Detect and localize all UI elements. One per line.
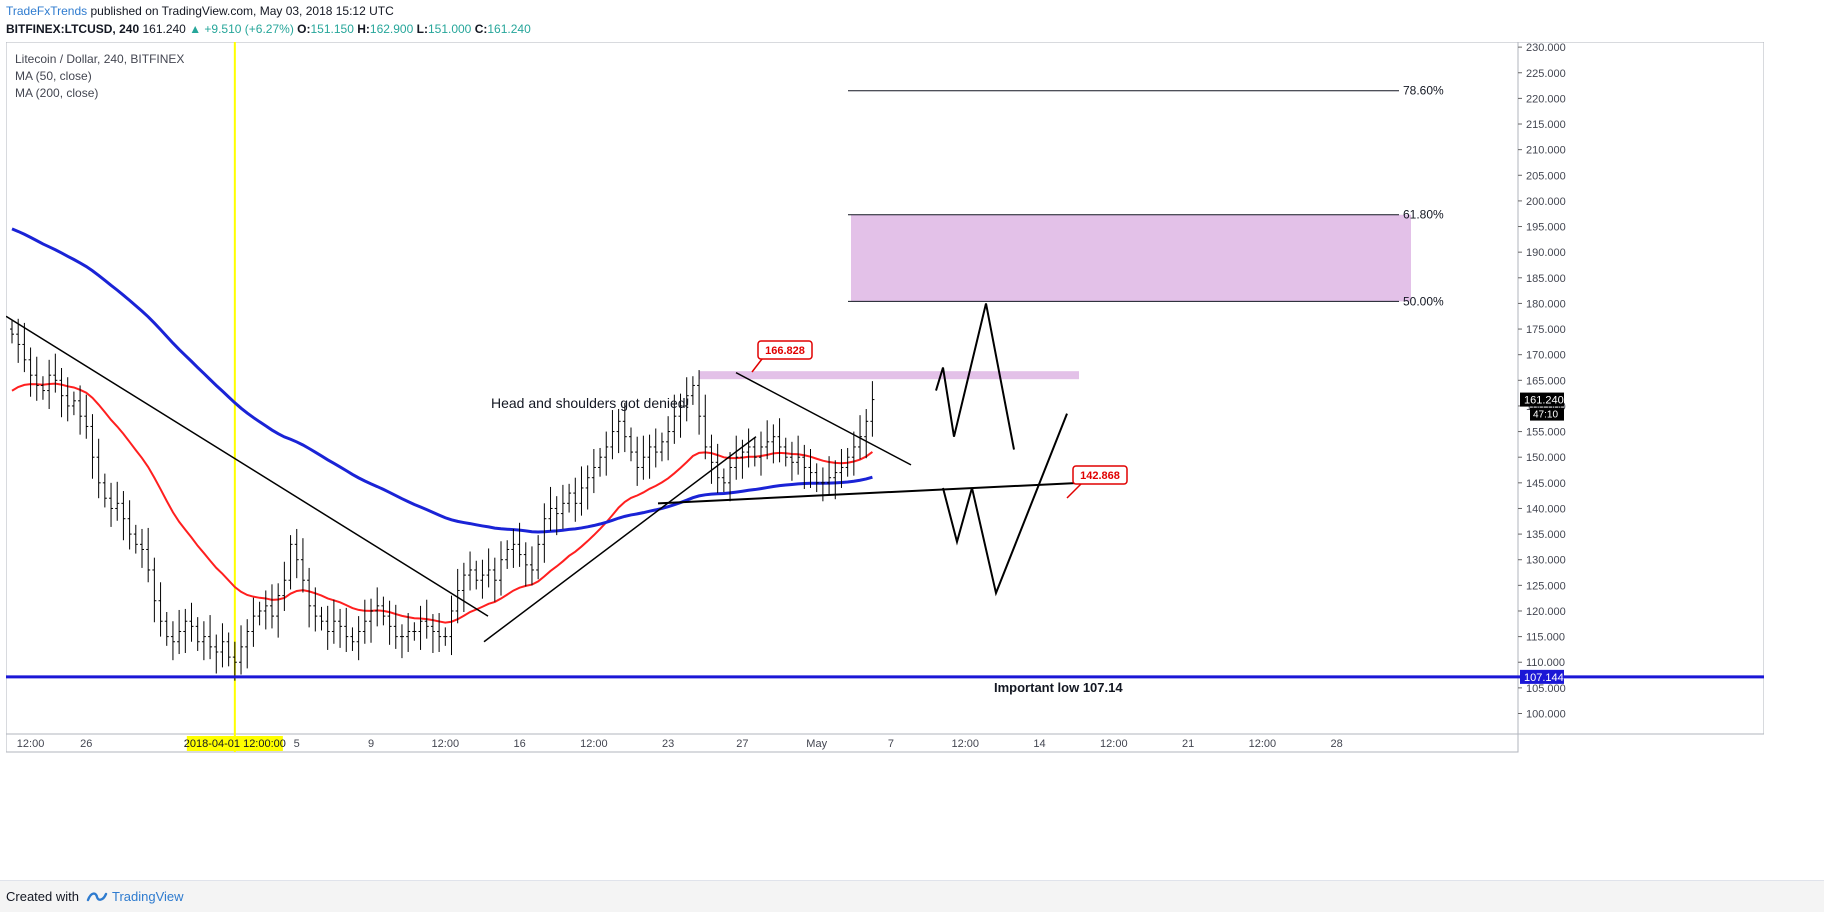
symbol-info: BITFINEX:LTCUSD, 240 161.240 ▲ +9.510 (+… — [6, 22, 531, 36]
triangle-resistance-line — [735, 371, 912, 466]
y-tick-label: 195.000 — [1526, 222, 1566, 234]
fib-level-label: 50.00% — [1403, 294, 1444, 308]
y-tick-label: 155.000 — [1526, 427, 1566, 439]
price-axis-frame — [1517, 42, 1764, 735]
support-price-marker — [1520, 669, 1564, 684]
plot-frame — [6, 42, 1519, 735]
x-tick-label: 12:00 — [17, 738, 45, 750]
publish-info: TradeFxTrends published on TradingView.c… — [6, 4, 394, 18]
tradingview-logo-icon[interactable] — [86, 890, 108, 904]
y-tick-label: 175.000 — [1526, 324, 1566, 336]
open-label: O: — [297, 22, 311, 36]
close-value: 161.240 — [487, 22, 531, 36]
fib-level-label: 61.80% — [1403, 208, 1444, 222]
time-axis-frame — [6, 733, 1519, 753]
x-tick-label: 12:00 — [432, 738, 460, 750]
y-tick-label: 200.000 — [1526, 196, 1566, 208]
y-tick-label: 105.000 — [1526, 683, 1566, 695]
neckline-support-line — [657, 481, 1081, 505]
open-value: 151.150 — [310, 22, 354, 36]
x-tick-label: 14 — [1033, 738, 1045, 750]
x-tick-label: 28 — [1331, 738, 1343, 750]
head-shoulders-annotation: Head and shoulders got denied! — [491, 395, 689, 411]
x-tick-label: 16 — [513, 738, 525, 750]
y-tick-label: 215.000 — [1526, 119, 1566, 131]
bullish-projection-path — [935, 303, 1015, 450]
high-callout-box — [757, 340, 813, 360]
current-price-marker — [1520, 392, 1564, 407]
chart-svg[interactable]: 230.000 225.000 220.000 215.000 210.000 205.0… — [6, 42, 1764, 878]
legend-ma50: MA (50, close) — [15, 69, 92, 83]
close-label: C: — [474, 22, 488, 36]
current-price-text: 161.240 — [1524, 395, 1564, 407]
y-tick-label: 100.000 — [1526, 708, 1566, 720]
x-tick-label: 12:00 — [580, 738, 608, 750]
publish-text: published on TradingView.com, May 03, 20… — [90, 4, 394, 18]
uptrend-line — [483, 436, 757, 643]
legend-ma200: MA (200, close) — [15, 86, 99, 100]
fib-level-label: 78.60% — [1403, 84, 1444, 98]
high-value: 162.900 — [369, 22, 414, 36]
x-tick-label: 23 — [662, 738, 674, 750]
y-tick-label: 225.000 — [1526, 68, 1566, 80]
footer: Created with TradingView — [0, 880, 1824, 912]
high-label: H: — [357, 22, 370, 36]
y-tick-label: 120.000 — [1526, 606, 1566, 618]
y-tick-label: 210.000 — [1526, 145, 1566, 157]
countdown-marker — [1530, 407, 1564, 421]
y-tick-label: 190.000 — [1526, 247, 1566, 259]
low-callout-text: 142.868 — [1080, 470, 1120, 482]
low-value: 151.000 — [427, 22, 472, 36]
x-tick-label: 27 — [736, 738, 748, 750]
y-tick-label: 110.000 — [1526, 657, 1565, 669]
x-tick-label: 9 — [368, 738, 374, 750]
y-tick-label: 150.000 — [1526, 452, 1566, 464]
last-price: 161.240 — [142, 22, 186, 36]
important-low-annotation: Important low 107.14 — [994, 680, 1123, 695]
support-price-text: 107.144 — [1524, 672, 1564, 684]
countdown-text: 47:10 — [1533, 410, 1558, 421]
target-zone — [851, 214, 1411, 302]
y-tick-label: 180.000 — [1526, 298, 1566, 310]
y-tick-label: 185.000 — [1526, 273, 1566, 285]
low-label: L: — [416, 22, 428, 36]
author-link[interactable]: TradeFxTrends — [6, 4, 88, 18]
price-change: ▲ +9.510 (+6.27%) — [189, 22, 294, 36]
symbol-name: BITFINEX:LTCUSD, 240 — [6, 22, 140, 36]
y-tick-label: 115.000 — [1526, 632, 1565, 644]
footer-created-text: Created with — [6, 889, 79, 904]
bearish-projection-path — [942, 413, 1068, 597]
legend-title: Litecoin / Dollar, 240, BITFINEX — [15, 52, 185, 66]
x-tick-label: May — [806, 738, 827, 750]
x-tick-label: 26 — [80, 738, 92, 750]
ma50-line — [11, 382, 874, 624]
date-highlight-box — [186, 736, 283, 751]
high-callout-pointer — [751, 358, 763, 373]
x-tick-label: 21 — [1182, 738, 1194, 750]
y-tick-label: 205.000 — [1526, 170, 1566, 182]
y-tick-label: 220.000 — [1526, 93, 1566, 105]
downtrend-line — [6, 315, 489, 617]
ma200-line — [11, 227, 873, 534]
x-tick-label: 12:00 — [1100, 738, 1128, 750]
footer-brand-link[interactable]: TradingView — [112, 889, 184, 904]
x-tick-label: 5 — [294, 738, 300, 750]
y-tick-label: 125.000 — [1526, 580, 1566, 592]
x-tick-label: 7 — [888, 738, 894, 750]
x-tick-label: 12:00 — [951, 738, 979, 750]
y-tick-label: 230.000 — [1526, 42, 1566, 54]
low-callout-pointer — [1066, 483, 1082, 499]
y-tick-label: 135.000 — [1526, 529, 1566, 541]
resistance-band — [699, 371, 1079, 380]
y-tick-label: 165.000 — [1526, 375, 1566, 387]
y-tick-label: 145.000 — [1526, 478, 1566, 490]
y-tick-label: 140.000 — [1526, 503, 1566, 515]
low-callout-box — [1072, 465, 1128, 485]
y-tick-label: 130.000 — [1526, 555, 1566, 567]
x-tick-label: 12:00 — [1249, 738, 1277, 750]
chart-area[interactable]: 230.000 225.000 220.000 215.000 210.000 205.0… — [6, 42, 1764, 878]
y-tick-label: 170.000 — [1526, 350, 1566, 362]
high-callout-text: 166.828 — [765, 345, 805, 357]
x-tick-label-highlight: 2018-04-01 12:00:00 — [184, 738, 286, 750]
